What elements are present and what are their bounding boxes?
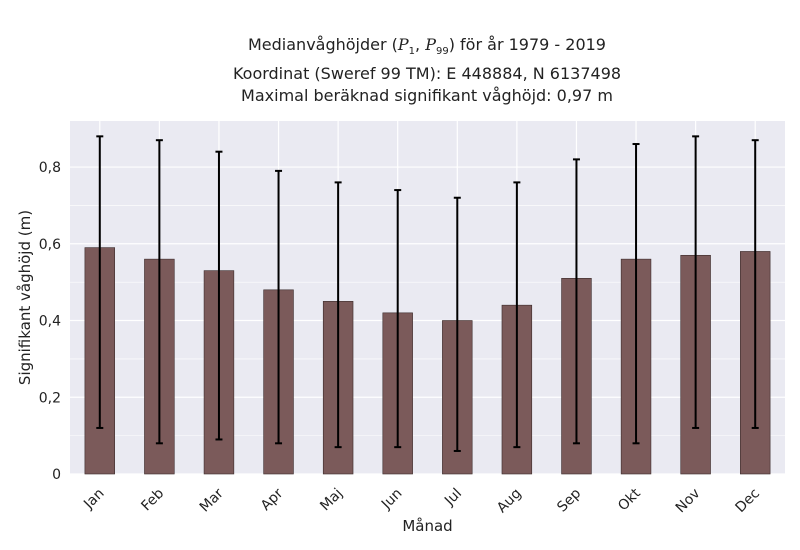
y-tick-label: 0 [52, 467, 61, 483]
x-tick-label-jun: Jun [378, 486, 405, 513]
chart-title-line-2: Koordinat (Sweref 99 TM): E 448884, N 61… [232, 64, 622, 84]
y-axis-label: Signifikant våghöjd (m) [16, 210, 34, 385]
x-tick-label-apr: Apr [258, 485, 287, 514]
x-tick-label-jul: Jul [441, 486, 465, 510]
x-axis-ticks: Jan Feb Mar Apr Maj Jun Jul Aug Sep Okt Nov Dec [80, 485, 763, 516]
x-axis-label: Månad [402, 517, 452, 535]
error-bars [96, 135, 759, 452]
chart-title: Medianvåghöjder (P1, P99) för år 1979 - … [67, 34, 787, 107]
x-tick-label-maj: Maj [317, 486, 346, 515]
y-tick-label: 0,4 [39, 314, 61, 330]
x-tick-label-aug: Aug [494, 486, 525, 517]
x-tick-label-sep: Sep [554, 485, 584, 515]
x-tick-label-dec: Dec [733, 486, 763, 516]
chart-title-line-1: Medianvåghöjder (P1, P99) för år 1979 - … [248, 35, 606, 58]
y-tick-label: 0,8 [39, 160, 61, 176]
x-tick-label-okt: Okt [615, 485, 644, 514]
x-tick-label-mar: Mar [197, 485, 227, 515]
y-axis-ticks: 0 0,2 0,4 0,6 0,8 [39, 160, 61, 483]
x-tick-label-feb: Feb [138, 485, 167, 514]
x-tick-label-nov: Nov [673, 486, 704, 517]
plot-area [70, 121, 785, 474]
x-tick-label-jan: Jan [80, 486, 107, 513]
chart-title-line-3: Maximal beräknad signifikant våghöjd: 0,… [241, 86, 613, 106]
y-tick-label: 0,2 [39, 390, 61, 406]
y-tick-label: 0,6 [39, 237, 61, 253]
